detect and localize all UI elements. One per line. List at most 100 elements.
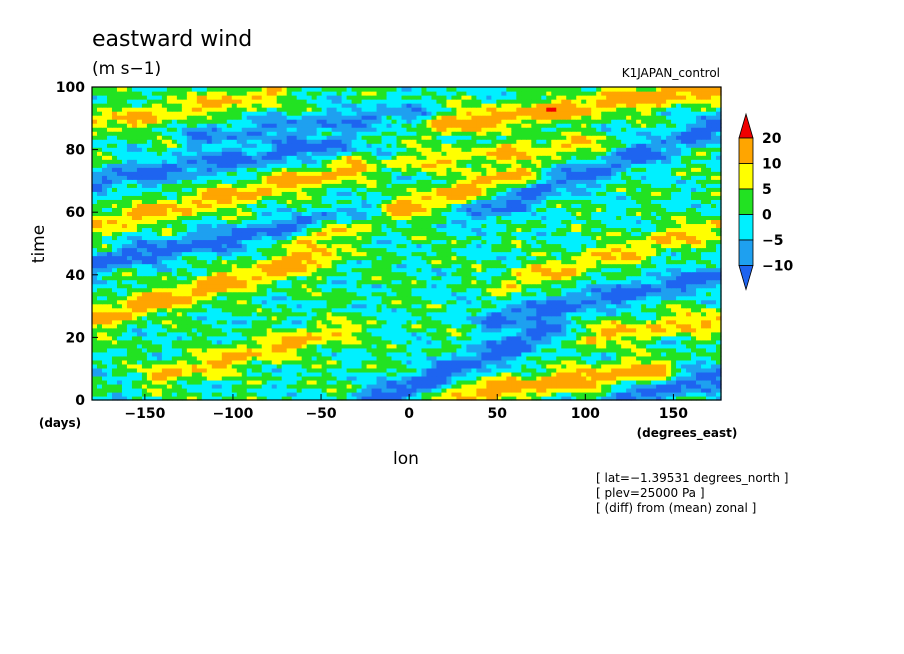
heatmap-cell	[516, 367, 522, 373]
heatmap-cell	[501, 339, 507, 345]
heatmap-cell	[681, 335, 687, 341]
heatmap-cell	[431, 243, 438, 249]
heatmap-cell	[611, 263, 617, 269]
heatmap-cell	[461, 383, 467, 389]
heatmap-cell	[531, 371, 537, 377]
heatmap-cell	[171, 267, 178, 273]
heatmap-cell	[251, 391, 258, 397]
heatmap-cell	[571, 347, 577, 353]
heatmap-cell	[511, 311, 517, 317]
heatmap-cell	[281, 307, 288, 313]
heatmap-cell	[621, 367, 627, 373]
heatmap-cell	[686, 283, 692, 289]
heatmap-cell	[441, 375, 448, 381]
heatmap-cell	[226, 283, 233, 289]
heatmap-cell	[161, 343, 168, 349]
heatmap-cell	[366, 263, 373, 269]
heatmap-cell	[561, 255, 567, 261]
heatmap-cell	[581, 311, 587, 317]
heatmap-cell	[371, 387, 378, 393]
heatmap-cell	[646, 319, 652, 325]
heatmap-cell	[596, 335, 602, 341]
heatmap-cell	[311, 379, 318, 385]
heatmap-cell	[596, 303, 602, 309]
heatmap-cell	[346, 387, 353, 393]
heatmap-cell	[381, 355, 388, 361]
heatmap-cell	[536, 291, 542, 297]
heatmap-cell	[456, 319, 463, 325]
heatmap-cell	[366, 291, 373, 297]
heatmap-cell	[696, 243, 702, 249]
heatmap-cell	[616, 375, 622, 381]
heatmap-cell	[711, 351, 717, 357]
heatmap-cell	[281, 343, 288, 349]
heatmap-cell	[456, 307, 463, 313]
heatmap-cell	[161, 267, 168, 273]
heatmap-cell	[151, 279, 158, 285]
heatmap-cell	[151, 307, 158, 313]
heatmap-cell	[676, 247, 682, 253]
heatmap-cell	[346, 247, 353, 253]
heatmap-cell	[146, 319, 153, 325]
heatmap-cell	[186, 323, 193, 329]
heatmap-cell	[601, 243, 607, 249]
heatmap-cell	[341, 247, 348, 253]
heatmap-cell	[136, 247, 143, 253]
heatmap-cell	[666, 271, 672, 277]
heatmap-cell	[281, 347, 288, 353]
heatmap-cell	[421, 311, 428, 317]
heatmap-cell	[481, 367, 487, 373]
heatmap-cell	[276, 263, 283, 269]
heatmap-cell	[276, 379, 283, 385]
heatmap-cell	[506, 267, 512, 273]
heatmap-cell	[456, 255, 463, 261]
heatmap-cell	[481, 319, 487, 325]
heatmap-cell	[236, 311, 243, 317]
heatmap-cell	[92, 259, 98, 265]
heatmap-cell	[606, 271, 612, 277]
heatmap-cell	[241, 395, 248, 401]
heatmap-cell	[531, 355, 537, 361]
heatmap-cell	[136, 271, 143, 277]
heatmap-cell	[366, 299, 373, 305]
heatmap-cell	[436, 371, 443, 377]
heatmap-cell	[316, 343, 323, 349]
heatmap-cell	[656, 271, 662, 277]
heatmap-cell	[611, 391, 617, 397]
heatmap-cell	[101, 339, 108, 345]
heatmap-cell	[416, 387, 423, 393]
heatmap-cell	[216, 379, 223, 385]
heatmap-cell	[431, 339, 438, 345]
heatmap-cell	[676, 371, 682, 377]
heatmap-cell	[701, 359, 707, 365]
heatmap-cell	[681, 263, 687, 269]
heatmap-cell	[326, 363, 333, 369]
heatmap-cell	[471, 355, 477, 361]
heatmap-cell	[161, 247, 168, 253]
heatmap-cell	[376, 355, 383, 361]
heatmap-cell	[366, 255, 373, 261]
heatmap-cell	[516, 315, 522, 321]
heatmap-cell	[711, 271, 717, 277]
heatmap-cell	[181, 327, 188, 333]
heatmap-cell	[376, 323, 383, 329]
heatmap-cell	[521, 335, 527, 341]
heatmap-cell	[201, 299, 208, 305]
heatmap-cell	[316, 275, 323, 281]
heatmap-cell	[306, 287, 313, 293]
heatmap-cell	[546, 251, 552, 257]
heatmap-cell	[436, 291, 443, 297]
heatmap-cell	[571, 391, 577, 397]
heatmap-cell	[546, 343, 552, 349]
heatmap-cell	[461, 263, 467, 269]
heatmap-cell	[331, 335, 338, 341]
heatmap-cell	[476, 383, 482, 389]
heatmap-cell	[216, 307, 223, 313]
heatmap-cell	[336, 375, 343, 381]
heatmap-cell	[576, 303, 582, 309]
heatmap-cell	[336, 247, 343, 253]
heatmap-cell	[191, 271, 198, 277]
heatmap-cell	[686, 295, 692, 301]
heatmap-cell	[706, 339, 712, 345]
heatmap-cell	[221, 295, 228, 301]
